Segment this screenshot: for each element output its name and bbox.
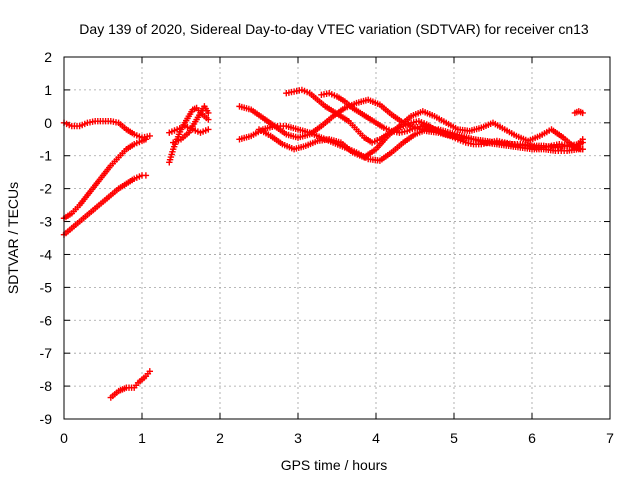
y-tick-label: 2 [44,49,52,65]
chart-title: Day 139 of 2020, Sidereal Day-to-day VTE… [79,21,589,37]
series-trace-a [60,117,153,141]
y-tick-label: -4 [40,246,53,262]
data-point-marker [579,109,586,117]
data-points [60,86,586,401]
data-point-marker [450,132,458,140]
y-tick-label: 1 [44,82,52,98]
data-point-marker [579,136,586,143]
y-tick-label: -9 [40,411,53,427]
data-point-marker [205,116,212,123]
grid [64,57,610,419]
data-point-marker [205,109,212,117]
series-trace-d [107,368,153,401]
y-tick-label: -1 [40,148,53,164]
x-axis-label: GPS time / hours [281,457,388,473]
data-point-marker [579,145,586,153]
data-point-marker [146,132,153,140]
y-tick-label: -3 [40,214,53,230]
x-tick-label: 5 [450,430,458,446]
series-trace-m [571,108,586,117]
y-tick-label: 0 [44,115,52,131]
y-tick-label: -7 [40,345,53,361]
data-point-marker [142,172,150,179]
x-tick-label: 2 [216,430,224,446]
series-trace-f [166,122,212,136]
plot-frame [63,56,611,420]
axis-ticks: 0 1 2 3 4 5 6 7 2 1 0 -1 -2 -3 -4 -5 -6 -7 -8 -9 [40,49,615,446]
x-tick-label: 3 [294,430,302,446]
data-point-marker [142,136,150,143]
data-point-marker [205,126,212,133]
y-tick-label: -2 [40,181,53,197]
x-tick-label: 0 [60,430,68,446]
y-axis-label: SDTVAR / TECUs [5,182,21,294]
series-trace-e [166,104,212,166]
x-tick-label: 7 [606,430,614,446]
data-point-marker [146,368,153,375]
x-tick-label: 4 [372,430,380,446]
x-tick-label: 6 [528,430,536,446]
series-trace-l [318,90,458,140]
series-trace-b [60,136,150,222]
series-trace-g [170,103,212,146]
y-tick-label: -5 [40,279,53,295]
series-trace-c [60,172,150,238]
y-tick-label: -8 [40,378,53,394]
x-tick-label: 1 [138,430,146,446]
y-tick-label: -6 [40,312,53,328]
